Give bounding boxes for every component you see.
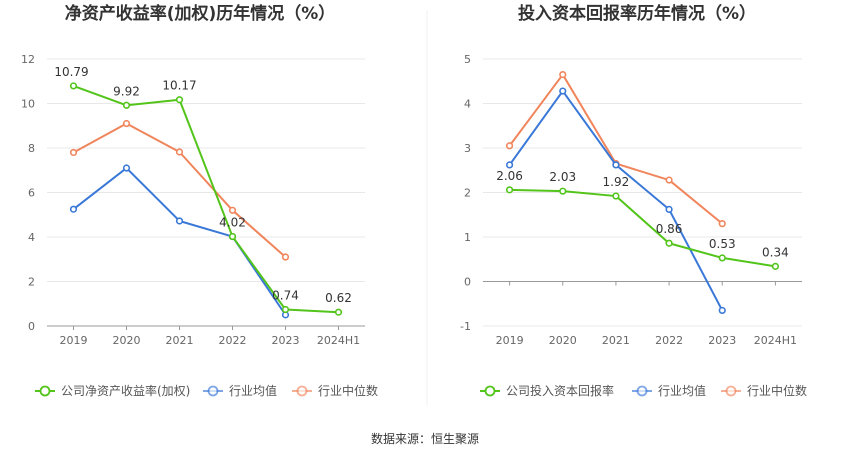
chart1-company-line: [73, 84, 339, 314]
chart2-company-point: [771, 262, 780, 270]
chart1-data-label: 10.17: [162, 79, 196, 93]
chart2-title: 投入资本回报率历年情况（%）: [518, 3, 756, 24]
chart2-y-tick-label: 5: [464, 53, 471, 66]
chart2-company-point: [665, 239, 673, 247]
chart2-y-tick-label: 1: [464, 231, 471, 244]
chart2-industry-median-point: [665, 176, 673, 184]
chart2-company-point: [505, 186, 514, 194]
chart1-y-tick-label: 8: [28, 142, 35, 155]
chart2-industry-median-point: [718, 220, 726, 228]
chart1-company-point: [334, 308, 343, 316]
chart1-data-label: 4.02: [219, 216, 246, 230]
chart2-industry-avg-point: [612, 161, 620, 169]
chart2-industry-avg-point: [505, 161, 514, 169]
chart1-x-tick-label: 2023: [272, 334, 300, 347]
chart2-data-label: 2.06: [496, 169, 523, 183]
chart1-industry-median-point: [228, 206, 237, 214]
chart2-industry-avg-line: [508, 90, 724, 311]
chart2-data-label: 0.53: [709, 237, 736, 251]
chart1-industry-median-point: [69, 148, 78, 157]
chart1-x-tick-label: 2024H1: [317, 334, 360, 347]
chart2-industry-median-point: [505, 142, 514, 150]
chart1-legend-industry-avg-label: 行业均值: [229, 383, 277, 398]
chart1-industry-median-point: [281, 253, 290, 261]
chart2-industry-avg-point: [665, 205, 673, 214]
chart2-industry-avg-point: [718, 306, 726, 315]
chart2-legend-industry-median-marker: [725, 385, 737, 397]
chart1-x-tick-label: 2021: [166, 334, 194, 347]
chart1-industry-avg-point: [122, 164, 131, 172]
chart1-company-point: [228, 232, 237, 241]
chart1-company-point: [122, 101, 131, 109]
chart2-data-label: 1.92: [603, 175, 630, 189]
chart2-legend-industry-median-label: 行业中位数: [747, 383, 807, 398]
chart1-data-label: 10.79: [54, 65, 88, 79]
chart1-x-tick-label: 2022: [219, 334, 247, 347]
chart2-x-tick-label: 2022: [655, 334, 683, 347]
chart1-x-tick-label: 2020: [113, 334, 141, 347]
chart1-industry-median-point: [175, 148, 184, 156]
chart1-legend-industry-median-label: 行业中位数: [318, 383, 378, 398]
chart1-x-tick-label: 2019: [60, 334, 88, 347]
chart1-industry-median-point: [122, 119, 131, 128]
chart2-y-tick-label: 0: [464, 276, 471, 289]
chart1-y-tick-label: 0: [28, 320, 35, 333]
chart2-company-line: [509, 188, 776, 268]
chart1-y-tick-label: 12: [21, 53, 35, 66]
chart1-legend-industry-median-marker: [296, 385, 308, 397]
chart1-y-tick-label: 10: [21, 98, 35, 111]
data-source-note: 数据来源：恒生聚源: [371, 431, 479, 446]
chart2-industry-median-line: [508, 73, 723, 225]
chart2-x-tick-label: 2020: [549, 334, 577, 347]
chart1-y-tick-label: 2: [28, 276, 35, 289]
chart2-x-tick-label: 2024H1: [754, 334, 797, 347]
chart1-industry-avg-point: [175, 217, 184, 225]
chart1-company-point: [281, 305, 290, 314]
chart1-legend-company-marker: [39, 385, 51, 397]
chart2-industry-median-point: [559, 70, 567, 79]
chart1-y-tick-label: 6: [28, 187, 35, 200]
chart2-industry-avg-point: [559, 87, 567, 95]
chart2-legend-industry-avg-marker: [636, 385, 648, 397]
chart2-x-tick-label: 2019: [496, 334, 524, 347]
chart1-data-label: 0.74: [272, 289, 299, 303]
chart2-x-tick-label: 2023: [708, 334, 736, 347]
chart1-data-label: 0.62: [325, 291, 352, 305]
chart2-legend-company-marker: [484, 385, 496, 397]
chart2-y-tick-label: 3: [464, 142, 471, 155]
chart1-company-point: [69, 82, 78, 90]
chart1-company-point: [175, 96, 184, 104]
chart2-x-tick-label: 2021: [602, 334, 630, 347]
chart2-company-point: [559, 187, 567, 195]
chart2-y-tick-label: 2: [464, 187, 471, 200]
chart2-data-label: 2.03: [549, 170, 576, 184]
chart2-y-tick-label: 4: [464, 98, 471, 111]
chart2-legend-company-label: 公司投入资本回报率: [506, 383, 614, 398]
chart2-data-label: 0.86: [656, 222, 683, 236]
chart1-industry-avg-line: [72, 167, 287, 316]
chart2-company-point: [612, 192, 620, 200]
chart1-y-tick-label: 4: [28, 231, 35, 244]
chart1-data-label: 9.92: [113, 84, 140, 98]
chart1-industry-avg-point: [69, 205, 78, 213]
chart1-legend-industry-avg-marker: [207, 385, 219, 397]
chart1-title: 净资产收益率(加权)历年情况（%）: [65, 3, 336, 24]
chart1-legend-company-label: 公司净资产收益率(加权): [61, 383, 190, 398]
chart2-data-label: 0.34: [762, 245, 789, 259]
chart2-y-tick-label: -1: [460, 320, 471, 333]
chart2-company-point: [718, 254, 726, 262]
chart2-legend-industry-avg-label: 行业均值: [658, 383, 706, 398]
